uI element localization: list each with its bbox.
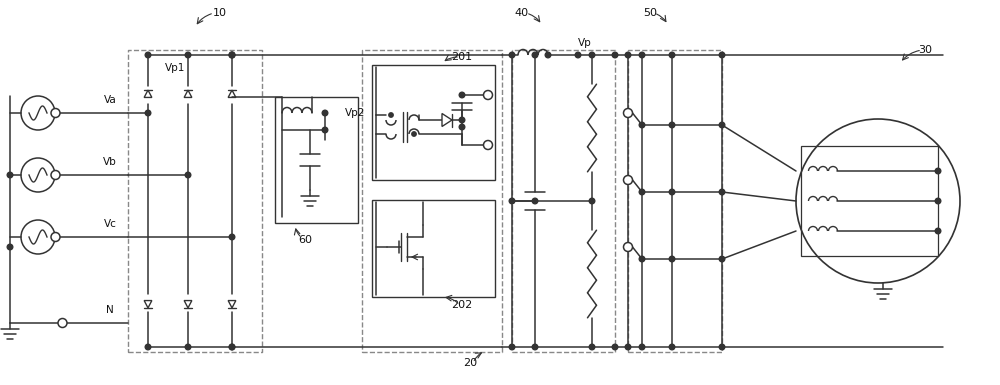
Circle shape bbox=[459, 92, 465, 98]
Circle shape bbox=[669, 122, 675, 128]
Circle shape bbox=[612, 344, 618, 350]
Text: Vp1: Vp1 bbox=[165, 63, 185, 73]
Circle shape bbox=[145, 52, 151, 58]
Circle shape bbox=[639, 52, 645, 58]
Circle shape bbox=[624, 109, 633, 117]
Circle shape bbox=[625, 52, 631, 58]
Circle shape bbox=[51, 171, 60, 179]
Circle shape bbox=[229, 52, 235, 58]
Text: Vb: Vb bbox=[103, 157, 117, 167]
Circle shape bbox=[532, 198, 538, 204]
Circle shape bbox=[229, 52, 235, 58]
Circle shape bbox=[389, 113, 393, 117]
Bar bbox=[512, 50, 615, 352]
Circle shape bbox=[589, 344, 595, 350]
Text: 202: 202 bbox=[451, 300, 473, 310]
Circle shape bbox=[545, 52, 551, 58]
Bar bbox=[275, 97, 358, 223]
Text: 20: 20 bbox=[463, 358, 477, 368]
Text: 60: 60 bbox=[298, 235, 312, 245]
Circle shape bbox=[669, 344, 675, 350]
Circle shape bbox=[185, 344, 191, 350]
Circle shape bbox=[935, 228, 941, 234]
Circle shape bbox=[719, 52, 725, 58]
Circle shape bbox=[322, 110, 328, 116]
Circle shape bbox=[639, 344, 645, 350]
Circle shape bbox=[532, 52, 538, 58]
Circle shape bbox=[719, 344, 725, 350]
Circle shape bbox=[509, 344, 515, 350]
Text: 40: 40 bbox=[515, 8, 529, 18]
Circle shape bbox=[459, 117, 465, 123]
Circle shape bbox=[51, 109, 60, 117]
Circle shape bbox=[719, 256, 725, 262]
Text: Vp2: Vp2 bbox=[345, 108, 365, 118]
Circle shape bbox=[719, 189, 725, 195]
Circle shape bbox=[935, 198, 941, 204]
Circle shape bbox=[484, 90, 492, 99]
Circle shape bbox=[935, 168, 941, 174]
Circle shape bbox=[412, 132, 416, 136]
Circle shape bbox=[669, 189, 675, 195]
Circle shape bbox=[639, 189, 645, 195]
Circle shape bbox=[7, 172, 13, 178]
Text: 10: 10 bbox=[213, 8, 227, 18]
Circle shape bbox=[459, 124, 465, 130]
Circle shape bbox=[589, 52, 595, 58]
Circle shape bbox=[639, 256, 645, 262]
Circle shape bbox=[185, 172, 191, 178]
Circle shape bbox=[322, 127, 328, 133]
Circle shape bbox=[145, 344, 151, 350]
Text: 30: 30 bbox=[918, 45, 932, 55]
Circle shape bbox=[639, 122, 645, 128]
Circle shape bbox=[575, 52, 581, 58]
Text: 201: 201 bbox=[451, 52, 473, 62]
Text: 50: 50 bbox=[643, 8, 657, 18]
Polygon shape bbox=[442, 114, 452, 127]
Circle shape bbox=[7, 244, 13, 250]
Bar bbox=[362, 50, 502, 352]
Text: Vc: Vc bbox=[104, 219, 116, 229]
Circle shape bbox=[185, 52, 191, 58]
Circle shape bbox=[625, 344, 631, 350]
Bar bbox=[372, 65, 495, 180]
Circle shape bbox=[229, 234, 235, 240]
Bar bbox=[372, 200, 495, 297]
Circle shape bbox=[484, 141, 492, 149]
Circle shape bbox=[532, 344, 538, 350]
Text: Va: Va bbox=[104, 95, 116, 105]
Circle shape bbox=[719, 122, 725, 128]
Circle shape bbox=[624, 243, 633, 251]
Circle shape bbox=[229, 344, 235, 350]
Circle shape bbox=[229, 52, 235, 58]
Bar bbox=[801, 146, 938, 256]
Circle shape bbox=[145, 110, 151, 116]
Circle shape bbox=[58, 318, 67, 328]
Text: Vp: Vp bbox=[578, 38, 592, 48]
Circle shape bbox=[669, 52, 675, 58]
Bar bbox=[628, 50, 722, 352]
Circle shape bbox=[589, 198, 595, 204]
Circle shape bbox=[229, 344, 235, 350]
Circle shape bbox=[51, 233, 60, 241]
Text: N: N bbox=[106, 305, 114, 315]
Circle shape bbox=[669, 256, 675, 262]
Bar bbox=[128, 50, 262, 352]
Circle shape bbox=[509, 52, 515, 58]
Circle shape bbox=[624, 176, 633, 184]
Circle shape bbox=[612, 52, 618, 58]
Circle shape bbox=[509, 198, 515, 204]
